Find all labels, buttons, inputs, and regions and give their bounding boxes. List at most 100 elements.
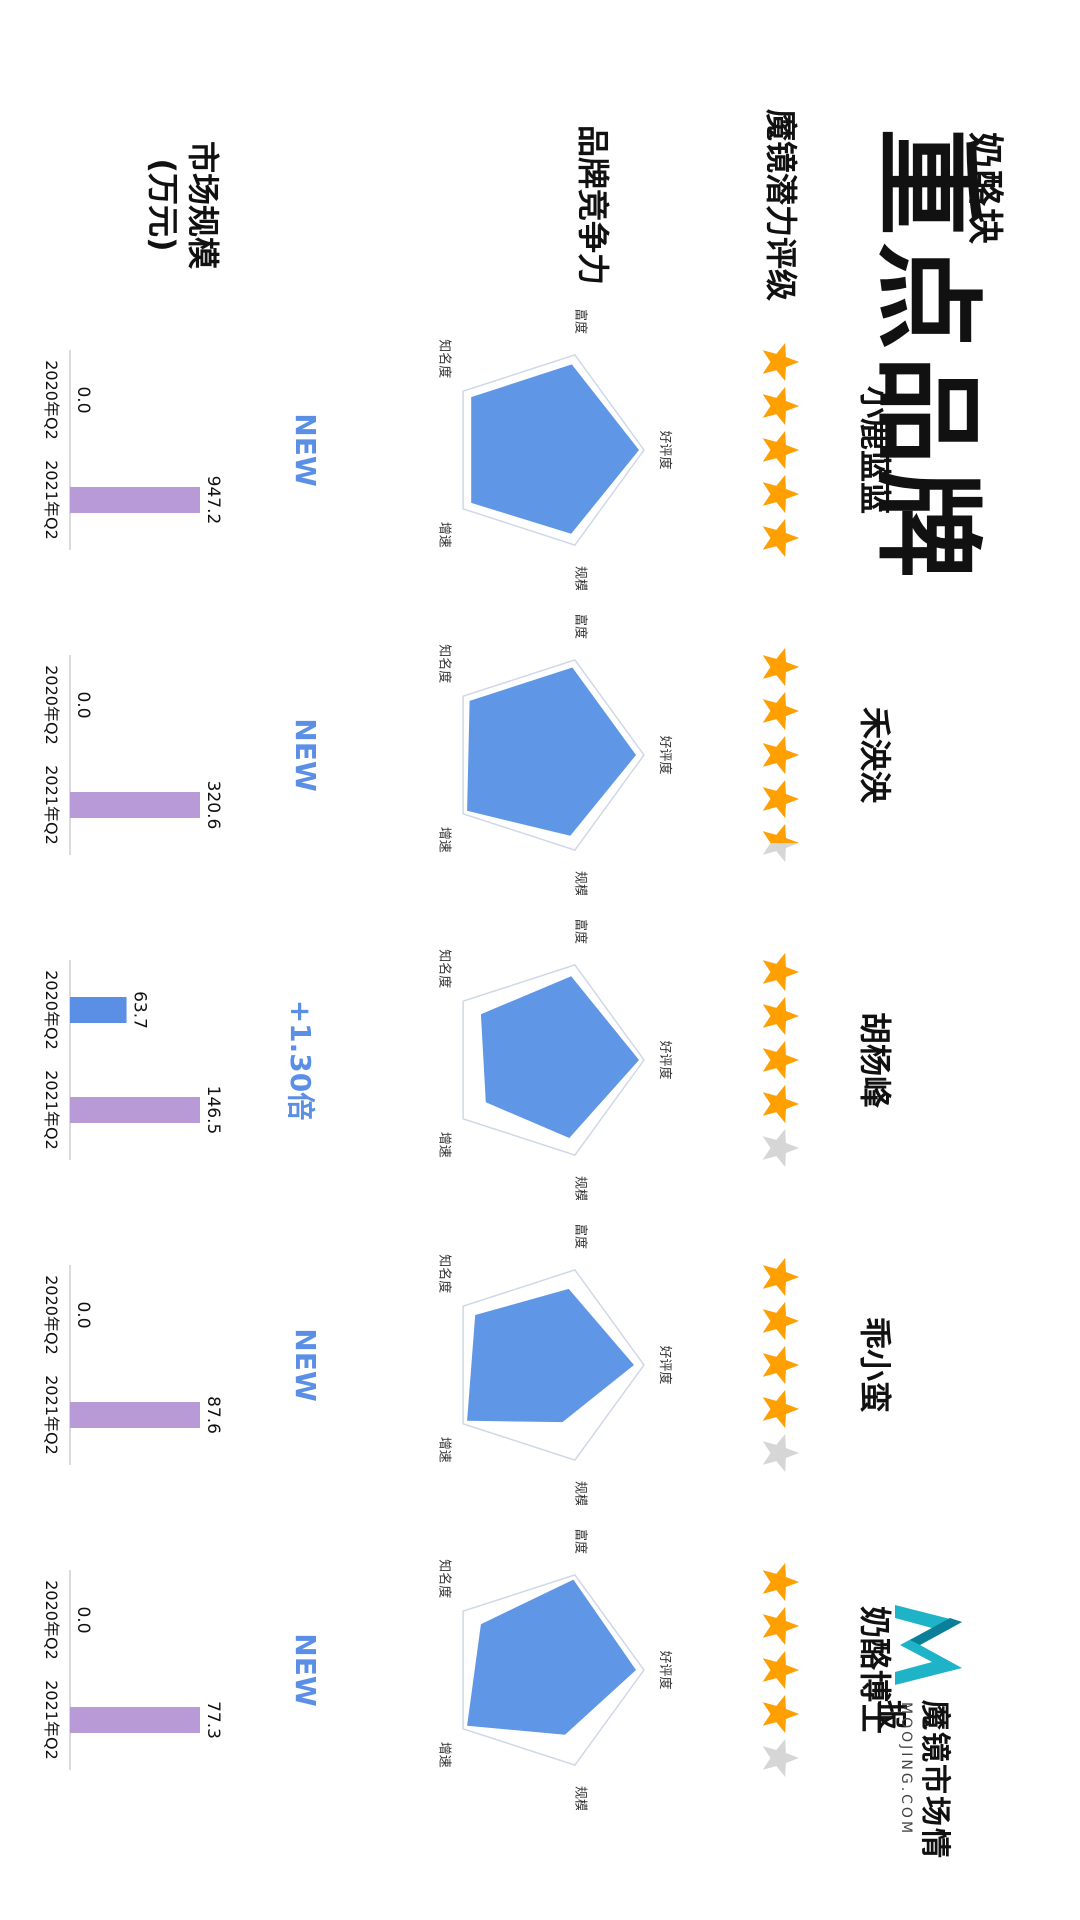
star-on-icon — [762, 1040, 799, 1080]
bar-category-label: 2021年Q2 — [42, 1070, 61, 1150]
bar-value-label: 87.6 — [203, 1396, 223, 1434]
star-on-icon — [762, 952, 799, 992]
bar-value-label: 0.0 — [73, 1301, 93, 1328]
radar-axis-label: 规模 — [573, 1786, 588, 1810]
bar-value-label: 0.0 — [73, 691, 93, 718]
star-on-icon — [762, 1345, 799, 1385]
bar-2021q2 — [70, 792, 200, 818]
row-label-rating: 魔镜潜力评级 — [762, 108, 800, 301]
bar-2021q2 — [70, 1707, 200, 1733]
growth-label: NEW — [289, 718, 322, 792]
star-on-icon — [762, 342, 799, 382]
radar-axis-label: 好评度 — [657, 1345, 673, 1384]
bar-category-label: 2020年Q2 — [42, 665, 61, 745]
rating-stars — [762, 1257, 799, 1473]
row-label-market-unit: (万元) — [144, 158, 182, 252]
brand-name: 小鹿蓝蓝 — [856, 385, 894, 514]
star-on-icon — [762, 430, 799, 470]
radar-axis-label: 好评度 — [657, 1650, 673, 1689]
rating-stars — [762, 952, 799, 1168]
radar-axis-label: 规模 — [573, 1481, 588, 1505]
bar-2020q2 — [70, 997, 127, 1023]
bar-category-label: 2020年Q2 — [42, 1580, 61, 1660]
rating-stars — [762, 647, 799, 863]
radar-axis-label: 增速 — [436, 1132, 451, 1158]
market-bar-chart: 0.0 2020年Q2 87.6 2021年Q2 — [42, 1265, 223, 1465]
star-on-icon — [762, 735, 799, 775]
rating-stars — [762, 342, 799, 558]
radar-area — [467, 1288, 634, 1423]
radar-axis-label: 商品丰富度 — [573, 1225, 589, 1249]
brand-name: 奶酪博士 — [856, 1605, 894, 1734]
bar-2021q2 — [70, 1402, 200, 1428]
bar-value-label: 0.0 — [73, 386, 93, 413]
brand-name: 乖小蛮 — [856, 1316, 894, 1413]
star-on-icon — [762, 1389, 799, 1429]
star-on-icon — [762, 386, 799, 426]
star-on-icon — [762, 647, 799, 687]
radar-area — [480, 976, 639, 1138]
star-on-icon — [762, 1694, 799, 1734]
market-bar-chart: 0.0 2020年Q2 947.2 2021年Q2 — [42, 350, 223, 550]
radar-area — [471, 364, 639, 534]
radar-outline — [462, 964, 645, 1156]
star-on-icon — [762, 1562, 799, 1602]
star-on-icon — [762, 691, 799, 731]
market-bar-chart: 0.0 2020年Q2 77.3 2021年Q2 — [42, 1570, 223, 1770]
growth-label: NEW — [289, 1633, 322, 1707]
star-on-icon — [762, 1084, 799, 1124]
radar-axis-label: 增速 — [436, 827, 451, 853]
radar-axis-label: 规模 — [573, 566, 588, 590]
radar-area — [467, 1579, 636, 1735]
radar-axis-label: 知名度 — [436, 339, 452, 378]
radar-axis-label: 好评度 — [657, 430, 673, 469]
radar-outline — [462, 659, 645, 851]
growth-label: +1.30倍 — [284, 999, 317, 1121]
bar-value-label: 320.6 — [203, 781, 223, 830]
radar-axis-label: 知名度 — [436, 644, 452, 683]
bar-2021q2 — [70, 487, 200, 513]
radar-outline — [462, 354, 645, 546]
bar-category-label: 2020年Q2 — [42, 970, 61, 1050]
logo: 魔镜市场情报 MOOJING.COM — [870, 1600, 980, 1890]
radar-axis-label: 增速 — [436, 1437, 451, 1463]
radar-area — [467, 667, 636, 836]
star-off-icon — [762, 1128, 799, 1168]
growth-label: NEW — [289, 1328, 322, 1402]
radar-outline — [462, 1574, 645, 1766]
radar-axis-label: 好评度 — [657, 1040, 673, 1079]
bar-value-label: 146.5 — [203, 1086, 223, 1135]
bar-category-label: 2021年Q2 — [42, 1680, 61, 1760]
star-on-icon — [762, 1650, 799, 1690]
star-on-icon — [762, 1606, 799, 1646]
star-on-icon — [762, 474, 799, 514]
bar-category-label: 2020年Q2 — [42, 360, 61, 440]
star-on-icon — [762, 1257, 799, 1297]
brand-name: 胡杨峰 — [856, 1011, 894, 1108]
radar-axis-label: 商品丰富度 — [573, 920, 589, 944]
row-label-radar: 品牌竞争力 — [574, 124, 612, 285]
star-on-icon — [762, 779, 799, 819]
radar-axis-label: 增速 — [436, 1742, 451, 1768]
radar-axis-label: 商品丰富度 — [573, 1530, 589, 1554]
bar-category-label: 2021年Q2 — [42, 765, 61, 845]
radar-axis-label: 知名度 — [436, 949, 452, 988]
bar-value-label: 0.0 — [73, 1606, 93, 1633]
brand-name: 禾泱泱 — [856, 706, 894, 803]
market-bar-chart: 0.0 2020年Q2 320.6 2021年Q2 — [42, 655, 223, 855]
radar-axis-label: 知名度 — [436, 1254, 452, 1293]
radar-outline — [462, 1269, 645, 1461]
radar-axis-label: 好评度 — [657, 735, 673, 774]
bar-category-label: 2021年Q2 — [42, 460, 61, 540]
logo-url: MOOJING.COM — [898, 1702, 914, 1837]
bar-value-label: 77.3 — [203, 1701, 223, 1739]
bar-value-label: 947.2 — [203, 476, 223, 525]
radar-axis-label: 增速 — [436, 522, 451, 548]
row-label-market: 市场规模 — [184, 140, 222, 269]
star-on-icon — [762, 996, 799, 1036]
